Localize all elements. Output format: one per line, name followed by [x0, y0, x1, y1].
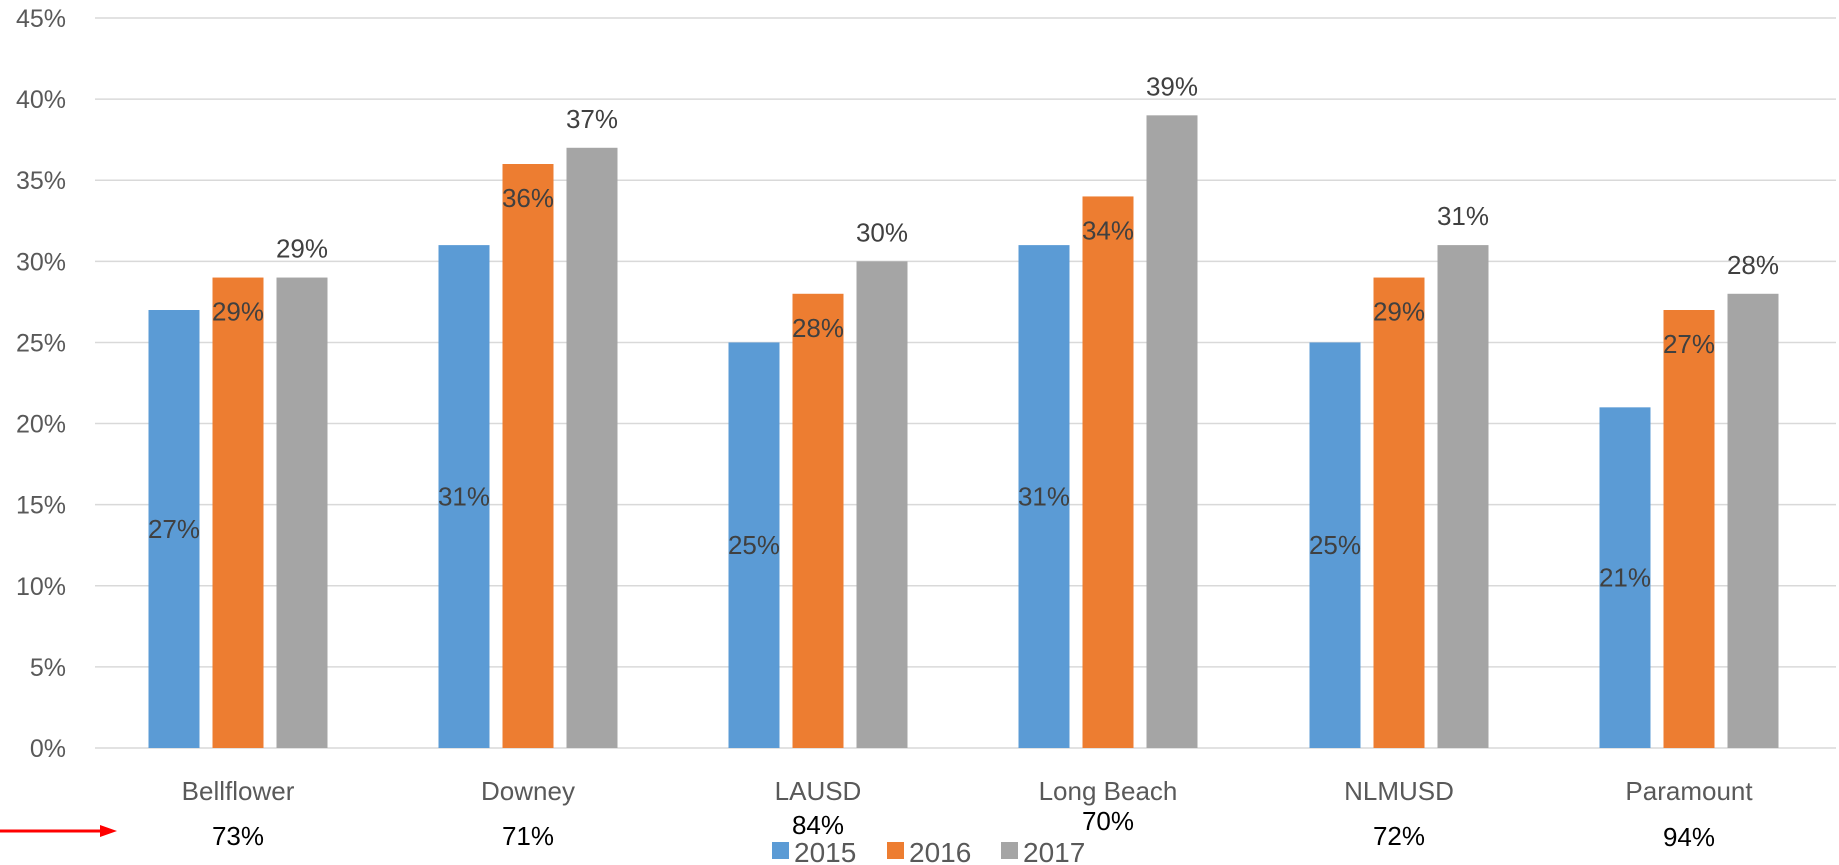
y-tick-label: 5%: [30, 654, 66, 682]
category-label: LAUSD: [775, 776, 862, 806]
extra-percent-label: 94%: [1663, 822, 1715, 852]
bar-2017-bellflower: [276, 277, 328, 748]
category-label: Long Beach: [1039, 776, 1178, 806]
bar-2015-nlmusd: [1309, 342, 1361, 748]
data-label: 27%: [1663, 329, 1715, 359]
y-axis-ticks: 0% 5% 10% 15% 20% 25% 30% 35% 40% 45%: [16, 5, 66, 763]
legend-swatch-2015: [772, 842, 789, 859]
data-label: 28%: [792, 313, 844, 343]
red-arrow: [0, 825, 117, 837]
bars: [148, 115, 1779, 749]
bar-2015-lausd: [728, 342, 780, 748]
extra-percent-labels: 73% 71% 84% 70% 72% 94%: [212, 806, 1715, 852]
y-tick-label: 25%: [16, 329, 66, 357]
extra-percent-label: 70%: [1082, 806, 1134, 836]
data-label: 28%: [1727, 250, 1779, 280]
category-label: Downey: [481, 776, 575, 806]
data-label: 27%: [148, 514, 200, 544]
data-label: 37%: [566, 104, 618, 134]
gridlines: [95, 17, 1836, 749]
y-tick-label: 0%: [30, 735, 66, 763]
legend-label-2016: 2016: [909, 837, 971, 865]
legend-label-2017: 2017: [1023, 837, 1085, 865]
bar-2015-paramount: [1599, 407, 1651, 748]
y-tick-label: 15%: [16, 492, 66, 520]
data-label: 34%: [1082, 215, 1134, 245]
y-tick-label: 10%: [16, 573, 66, 601]
category-label: Bellflower: [182, 776, 295, 806]
bar-2017-nlmusd: [1437, 245, 1489, 748]
y-tick-label: 45%: [16, 5, 66, 33]
data-label: 29%: [1373, 297, 1425, 327]
category-label: NLMUSD: [1344, 776, 1454, 806]
bar-2017-lausd: [856, 261, 908, 748]
arrow-head-icon: [100, 825, 117, 837]
data-label: 21%: [1599, 563, 1651, 593]
y-tick-label: 20%: [16, 411, 66, 439]
data-label: 29%: [276, 234, 328, 264]
bar-2016-bellflower: [212, 277, 264, 748]
bar-2016-nlmusd: [1373, 277, 1425, 748]
extra-percent-label: 73%: [212, 821, 264, 851]
y-tick-label: 40%: [16, 86, 66, 114]
bar-2015-bellflower: [148, 310, 200, 748]
data-label: 31%: [1018, 482, 1070, 512]
bar-2016-lausd: [792, 293, 844, 748]
legend-label-2015: 2015: [794, 837, 856, 865]
bar-2016-downey: [502, 164, 554, 748]
bar-2017-long-beach: [1146, 115, 1198, 749]
bar-2015-downey: [438, 245, 490, 748]
data-label: 25%: [728, 530, 780, 560]
data-label: 25%: [1309, 530, 1361, 560]
bar-2017-paramount: [1727, 293, 1779, 748]
extra-percent-label: 84%: [792, 810, 844, 840]
category-labels: Bellflower Downey LAUSD Long Beach NLMUSD Par…: [182, 776, 1754, 806]
y-tick-label: 30%: [16, 248, 66, 276]
data-label: 39%: [1146, 71, 1198, 101]
extra-percent-label: 72%: [1373, 821, 1425, 851]
data-label: 36%: [502, 183, 554, 213]
data-label: 31%: [438, 482, 490, 512]
data-labels: 27% 31% 25% 31% 25% 21% 29% 36% 28% 34% 29% 27% 29% 3…: [148, 71, 1779, 592]
data-label: 29%: [212, 297, 264, 327]
bar-2015-long-beach: [1018, 245, 1070, 748]
legend-swatch-2017: [1001, 842, 1018, 859]
y-tick-label: 35%: [16, 167, 66, 195]
data-label: 30%: [856, 217, 908, 247]
category-label: Paramount: [1625, 776, 1753, 806]
bar-2016-paramount: [1663, 310, 1715, 748]
legend: 2015 2016 2017: [772, 837, 1085, 865]
data-label: 31%: [1437, 201, 1489, 231]
extra-percent-label: 71%: [502, 821, 554, 851]
legend-swatch-2016: [887, 842, 904, 859]
bar-2017-downey: [566, 147, 618, 748]
bar-2016-long-beach: [1082, 196, 1134, 748]
